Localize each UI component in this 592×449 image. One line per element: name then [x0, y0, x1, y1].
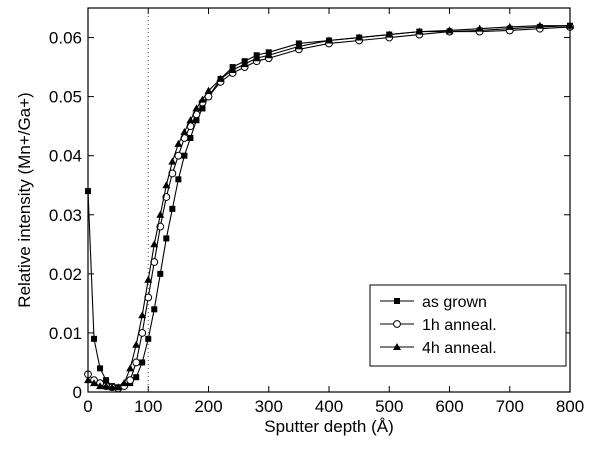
data-point: [138, 311, 147, 319]
data-point: [216, 74, 225, 82]
data-point: [174, 151, 183, 160]
data-point: [102, 382, 111, 390]
series-layer: [84, 21, 574, 393]
x-tick-label: 200: [194, 397, 222, 416]
y-tick-label: 0.05: [49, 88, 82, 107]
data-point: [157, 270, 164, 277]
legend-label: as grown: [422, 294, 487, 311]
legend-box: [369, 284, 567, 367]
series-2: [84, 21, 574, 391]
legend-marker: [393, 343, 401, 350]
data-point: [132, 358, 141, 367]
data-point: [175, 176, 182, 183]
data-point: [133, 374, 140, 381]
data-point: [355, 33, 364, 41]
data-point: [144, 275, 153, 283]
legend-marker: [394, 298, 400, 304]
data-point: [264, 51, 273, 59]
x-axis-title: Sputter depth (Å): [264, 417, 393, 436]
data-point: [174, 139, 183, 147]
x-tick-label: 600: [435, 397, 463, 416]
data-point: [132, 340, 141, 348]
data-point: [325, 36, 333, 44]
data-point: [145, 335, 152, 342]
y-tick-label: 0.01: [49, 324, 82, 343]
x-tick-label: 700: [496, 397, 524, 416]
data-point: [96, 382, 105, 390]
data-point: [505, 22, 514, 30]
data-point: [199, 105, 206, 112]
data-point: [445, 26, 454, 34]
data-point: [138, 329, 147, 337]
data-point: [97, 365, 104, 372]
data-point: [91, 335, 98, 342]
legend-item: as grown: [380, 294, 487, 311]
data-point: [162, 181, 171, 189]
data-point: [163, 235, 170, 242]
y-tick-label: 0.06: [49, 29, 82, 48]
legend-label: 1h anneal.: [422, 317, 497, 334]
legend-item: 1h anneal.: [380, 317, 497, 334]
data-point: [415, 27, 424, 35]
data-point: [151, 306, 158, 313]
data-point: [114, 383, 123, 391]
data-point: [204, 86, 213, 94]
data-point: [126, 364, 135, 372]
x-tick-label: 500: [375, 397, 403, 416]
data-point: [192, 104, 201, 112]
legend-marker: [393, 320, 401, 328]
data-point: [139, 359, 146, 366]
data-point: [120, 379, 129, 387]
legend-label: 4h anneal.: [422, 340, 497, 357]
data-point: [181, 152, 188, 159]
data-point: [385, 30, 394, 38]
legend-item: 4h anneal.: [380, 340, 497, 357]
legend: as grown 1h anneal. 4h anneal.: [369, 284, 567, 367]
data-point: [156, 210, 165, 218]
data-point: [535, 21, 544, 29]
y-tick-label: 0.03: [49, 206, 82, 225]
plot-frame: [87, 7, 571, 393]
x-tick-label: 400: [315, 397, 343, 416]
data-point: [475, 24, 484, 32]
data-point: [150, 240, 159, 248]
data-point: [186, 116, 195, 124]
data-point: [193, 117, 200, 124]
y-axis-title: Relative intensity (Mn+/Ga+): [15, 92, 34, 307]
data-point: [103, 377, 110, 384]
data-point: [240, 60, 249, 68]
tick-layer: 0 100 200 300 400 500 600 700 800 0 0.01 0.02 0.03 0.…: [49, 8, 584, 416]
data-point: [169, 205, 176, 212]
data-point: [198, 95, 207, 103]
data-point: [108, 383, 117, 391]
data-point: [180, 128, 189, 136]
data-point: [90, 379, 99, 387]
data-point: [168, 157, 177, 165]
y-tick-label: 0.04: [49, 147, 82, 166]
x-tick-label: 300: [255, 397, 283, 416]
x-tick-label: 100: [134, 397, 162, 416]
data-point: [228, 66, 237, 74]
x-tick-label: 800: [556, 397, 584, 416]
x-tick-label: 0: [83, 397, 92, 416]
data-point: [252, 54, 261, 62]
legend-items: as grown 1h anneal. 4h anneal.: [380, 294, 497, 357]
data-point: [294, 42, 303, 50]
y-tick-label: 0: [73, 383, 82, 402]
data-point: [187, 134, 194, 141]
data-point: [126, 376, 135, 385]
y-tick-label: 0.02: [49, 265, 82, 284]
